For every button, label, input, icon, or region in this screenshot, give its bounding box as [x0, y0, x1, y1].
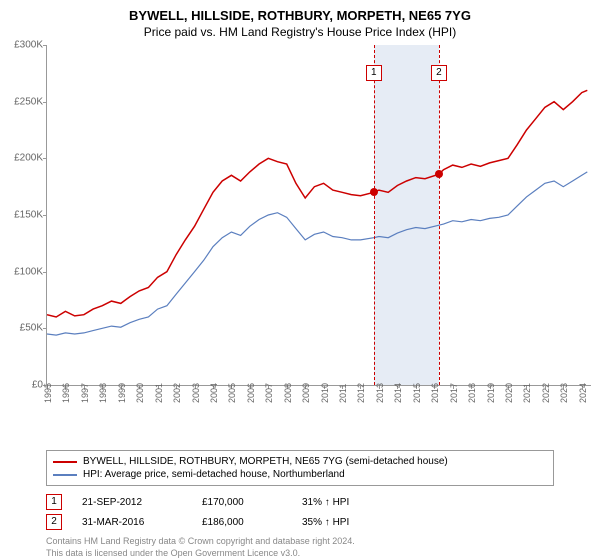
chart-container: BYWELL, HILLSIDE, ROTHBURY, MORPETH, NE6…	[0, 0, 600, 560]
x-tick-label: 2018	[467, 383, 477, 403]
x-tick-label: 2010	[320, 383, 330, 403]
x-tick-label: 1998	[98, 383, 108, 403]
footer-line-2: This data is licensed under the Open Gov…	[46, 548, 554, 560]
footer-attribution: Contains HM Land Registry data © Crown c…	[46, 536, 554, 559]
y-tick-label: £250K	[3, 96, 43, 107]
x-tick-label: 2015	[412, 383, 422, 403]
x-tick-label: 2017	[449, 383, 459, 403]
series-property	[47, 90, 587, 317]
y-tick-label: £0	[3, 380, 43, 391]
sale-price: £170,000	[202, 497, 282, 508]
sale-marker-1: 1	[366, 65, 382, 81]
sale-vline	[439, 45, 440, 385]
chart-title: BYWELL, HILLSIDE, ROTHBURY, MORPETH, NE6…	[0, 0, 600, 23]
x-tick-label: 2021	[522, 383, 532, 403]
x-tick-label: 2007	[264, 383, 274, 403]
x-tick-label: 2013	[375, 383, 385, 403]
chart-lines	[47, 45, 591, 385]
x-tick-label: 2022	[541, 383, 551, 403]
x-tick-label: 2019	[486, 383, 496, 403]
sale-row-marker: 1	[46, 494, 62, 510]
sale-pct-vs-hpi: 31% ↑ HPI	[302, 497, 382, 508]
sale-row-marker: 2	[46, 514, 62, 530]
sale-dot	[435, 170, 443, 178]
legend-item: HPI: Average price, semi-detached house,…	[53, 468, 547, 481]
legend-swatch	[53, 474, 77, 476]
legend-label: HPI: Average price, semi-detached house,…	[83, 469, 345, 480]
x-tick-label: 2020	[504, 383, 514, 403]
sale-marker-2: 2	[431, 65, 447, 81]
x-tick-label: 2014	[393, 383, 403, 403]
x-tick-label: 2011	[338, 384, 348, 403]
chart-subtitle: Price paid vs. HM Land Registry's House …	[0, 23, 600, 45]
x-tick-label: 2006	[246, 383, 256, 403]
y-tick-label: £100K	[3, 266, 43, 277]
legend-item: BYWELL, HILLSIDE, ROTHBURY, MORPETH, NE6…	[53, 455, 547, 468]
y-tick-label: £200K	[3, 153, 43, 164]
footer-line-1: Contains HM Land Registry data © Crown c…	[46, 536, 554, 548]
x-tick-label: 2005	[227, 383, 237, 403]
y-tick-label: £300K	[3, 40, 43, 51]
sale-price: £186,000	[202, 517, 282, 528]
sale-pct-vs-hpi: 35% ↑ HPI	[302, 517, 382, 528]
x-tick-label: 2024	[578, 383, 588, 403]
sale-vline	[374, 45, 375, 385]
sale-row: 2 31-MAR-2016 £186,000 35% ↑ HPI	[46, 512, 554, 532]
legend-label: BYWELL, HILLSIDE, ROTHBURY, MORPETH, NE6…	[83, 456, 448, 467]
x-tick-label: 1995	[43, 383, 53, 403]
x-tick-label: 2012	[356, 383, 366, 403]
x-tick-label: 1997	[80, 383, 90, 403]
sale-dot	[370, 188, 378, 196]
chart-area: £0£50K£100K£150K£200K£250K£300K199519961…	[46, 45, 590, 415]
x-tick-label: 1996	[61, 383, 71, 403]
x-tick-label: 2002	[172, 383, 182, 403]
sale-date: 31-MAR-2016	[82, 517, 182, 528]
y-tick-label: £150K	[3, 210, 43, 221]
plot-area: £0£50K£100K£150K£200K£250K£300K199519961…	[46, 45, 591, 386]
x-tick-label: 2001	[154, 383, 164, 403]
x-tick-label: 2023	[559, 383, 569, 403]
x-tick-label: 2008	[283, 383, 293, 403]
legend-box: BYWELL, HILLSIDE, ROTHBURY, MORPETH, NE6…	[46, 450, 554, 486]
x-tick-label: 2004	[209, 383, 219, 403]
x-tick-label: 2000	[135, 383, 145, 403]
sale-row: 1 21-SEP-2012 £170,000 31% ↑ HPI	[46, 492, 554, 512]
x-tick-label: 2003	[191, 383, 201, 403]
x-tick-label: 2009	[301, 383, 311, 403]
series-hpi	[47, 172, 587, 335]
x-tick-label: 2016	[430, 383, 440, 403]
legend-swatch	[53, 461, 77, 463]
x-tick-label: 1999	[117, 383, 127, 403]
y-tick-label: £50K	[3, 323, 43, 334]
sale-date: 21-SEP-2012	[82, 497, 182, 508]
sales-table: 1 21-SEP-2012 £170,000 31% ↑ HPI 2 31-MAR-201…	[46, 492, 554, 532]
